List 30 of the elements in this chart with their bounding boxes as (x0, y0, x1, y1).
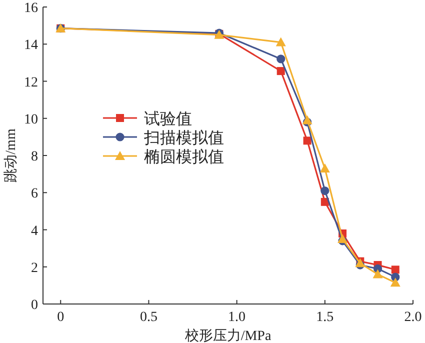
point (276, 67, 285, 76)
y-tick-label: 16 (24, 1, 38, 16)
x-tick-label: 0.5 (140, 310, 158, 325)
point (302, 115, 312, 124)
x-tick-label: 1.5 (316, 310, 334, 325)
point (338, 234, 348, 244)
point (320, 186, 330, 196)
legend-label: 椭圆模拟值 (144, 148, 224, 166)
legend-label: 试验值 (144, 110, 192, 128)
y-tick-label: 10 (24, 112, 38, 128)
y-tick-label: 8 (31, 150, 38, 164)
point (372, 269, 383, 278)
x-axis-title: 校形压力/MPa (184, 328, 272, 343)
y-tick-label: 0 (31, 298, 38, 313)
x-tick-label: 2.0 (404, 310, 422, 325)
point (390, 278, 400, 287)
point (276, 54, 286, 64)
point (303, 136, 312, 145)
y-tick-label: 14 (24, 38, 38, 54)
x-tick-label: 0 (57, 310, 64, 325)
legend-label: 扫描模拟值 (143, 129, 224, 147)
y-tick-label: 6 (31, 186, 38, 202)
y-tick-label: 12 (24, 75, 38, 90)
point (391, 266, 400, 274)
x-tick-label: 1.0 (228, 310, 246, 325)
y-axis-title: 跳动/mm (3, 128, 19, 182)
point (320, 163, 330, 172)
point (276, 37, 286, 46)
y-tick-label: 4 (31, 224, 38, 239)
y-tick-label: 2 (31, 260, 38, 276)
